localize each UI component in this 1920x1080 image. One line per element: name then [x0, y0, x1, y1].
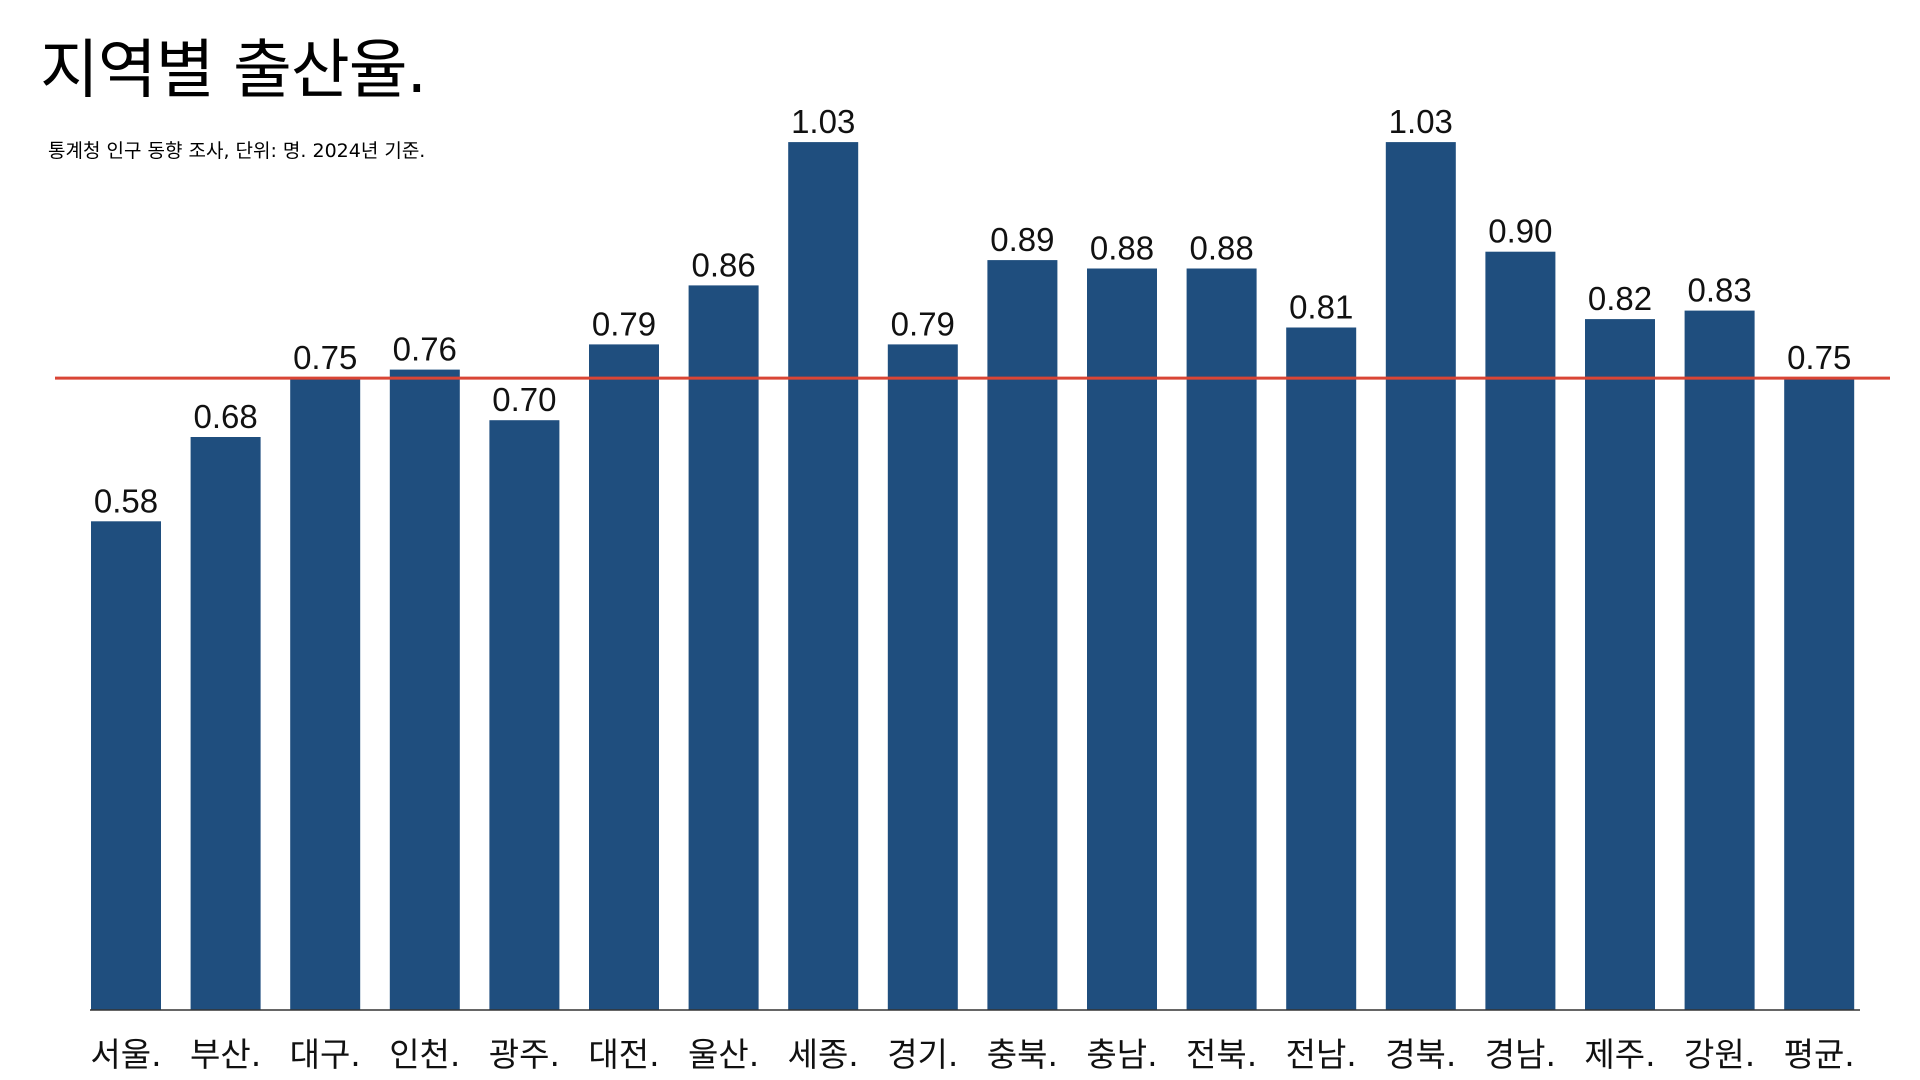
bar-value-label: 0.83	[1687, 272, 1751, 309]
category-labels-group: 서울. 부산. 대구. 인천. 광주. 대전. 울산. 세종. 경기. 충북. 충남. 전북. 전남. 경…	[90, 1035, 1854, 1074]
bar-value-label: 0.88	[1189, 230, 1253, 267]
bar	[1585, 319, 1655, 1011]
bar-value-label: 0.70	[492, 381, 556, 418]
category-label: 강원.	[1684, 1035, 1755, 1074]
bar	[1087, 268, 1157, 1010]
bar-value-label: 0.86	[691, 246, 755, 283]
bar-value-label: 1.03	[791, 103, 855, 140]
bar	[589, 344, 659, 1010]
category-label: 부산.	[190, 1035, 261, 1074]
bar	[1684, 310, 1755, 1011]
bar	[1385, 142, 1456, 1011]
bar	[688, 285, 759, 1010]
category-label: 광주.	[489, 1035, 560, 1074]
bar-value-label: 0.82	[1588, 280, 1652, 317]
bar-value-label: 0.81	[1289, 289, 1353, 326]
bar	[987, 260, 1058, 1011]
bar	[190, 437, 261, 1010]
bar	[1286, 327, 1357, 1010]
bar	[887, 344, 958, 1010]
category-label: 울산.	[688, 1035, 759, 1074]
bar-value-label: 0.58	[94, 482, 158, 519]
page-title: 지역별 출산율.	[40, 34, 427, 108]
bar-value-label: 0.79	[592, 305, 656, 342]
category-label: 대구.	[290, 1035, 361, 1074]
bar	[1784, 378, 1855, 1011]
bar-value-label: 0.75	[1787, 339, 1851, 376]
category-label: 인천.	[389, 1035, 460, 1074]
bars-group	[91, 142, 1855, 1011]
bar-value-label: 0.76	[393, 331, 457, 368]
bar	[389, 369, 460, 1011]
category-label: 제주.	[1584, 1035, 1655, 1074]
category-label: 평균.	[1784, 1035, 1855, 1074]
value-labels-group: 0.58 0.68 0.75 0.76 0.70 0.79 0.86 1.03 0.79 0.89…	[94, 103, 1851, 519]
bar-value-label: 0.89	[990, 221, 1054, 258]
category-label: 경남.	[1485, 1035, 1556, 1074]
bar	[1485, 251, 1556, 1010]
category-label: 서울.	[90, 1035, 161, 1074]
bar-value-label: 0.68	[193, 398, 257, 435]
bar	[788, 142, 859, 1011]
bar-value-label: 0.90	[1488, 213, 1552, 250]
category-label: 대전.	[588, 1035, 659, 1074]
bar-value-label: 0.79	[891, 305, 955, 342]
category-label: 충남.	[1086, 1035, 1157, 1074]
bar-value-label: 1.03	[1389, 103, 1453, 140]
category-label: 경북.	[1385, 1035, 1456, 1074]
category-label: 전북.	[1186, 1035, 1257, 1074]
bar	[290, 378, 361, 1011]
bar	[91, 521, 161, 1010]
bar-value-label: 0.75	[293, 339, 357, 376]
bar	[489, 420, 560, 1010]
bar	[1186, 268, 1257, 1010]
category-label: 전남.	[1286, 1035, 1357, 1074]
category-label: 경기.	[887, 1035, 958, 1074]
category-label: 충북.	[987, 1035, 1058, 1074]
category-label: 세종.	[788, 1035, 859, 1074]
chart-source-note: 통계청 인구 동향 조사, 단위: 명. 2024년 기준.	[48, 140, 426, 162]
bar-value-label: 0.88	[1090, 230, 1154, 267]
